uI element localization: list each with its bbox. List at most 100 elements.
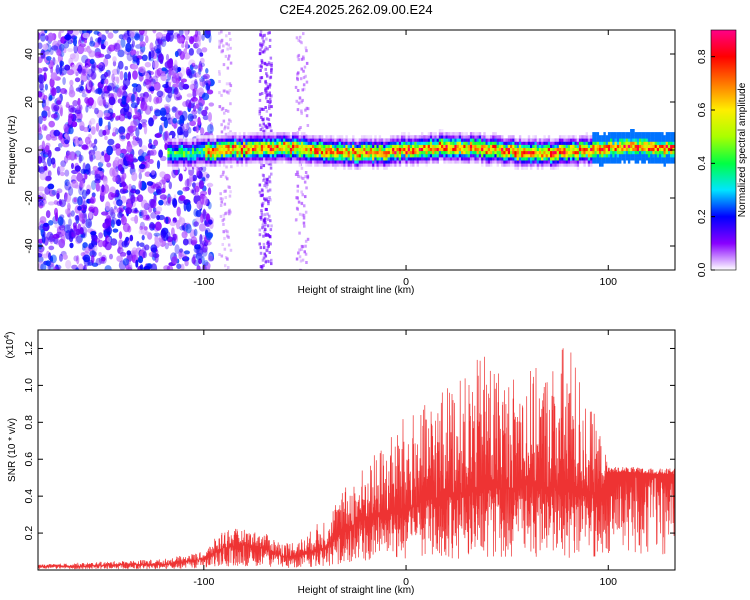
signal-cell — [601, 147, 604, 152]
noise-cell — [192, 105, 197, 112]
signal-cell — [492, 150, 495, 155]
signal-cell — [432, 157, 435, 161]
signal-cell — [365, 135, 368, 139]
signal-cell — [578, 135, 582, 139]
signal-cell — [416, 147, 419, 152]
signal-cell — [200, 147, 204, 152]
signal-cell — [392, 163, 395, 167]
signal-cell — [630, 135, 633, 139]
streak-cell — [224, 189, 227, 193]
signal-cell — [298, 154, 302, 158]
signal-cell — [478, 157, 482, 161]
noise-cell — [183, 48, 187, 54]
signal-cell — [423, 147, 426, 152]
signal-cell — [256, 135, 259, 139]
noise-cell — [177, 66, 182, 72]
signal-cell — [636, 157, 640, 161]
signal-cell — [561, 135, 564, 139]
noise-cell — [160, 36, 168, 42]
streak-cell — [300, 190, 303, 194]
signal-cell — [501, 154, 504, 158]
signal-cell — [627, 132, 631, 136]
signal-cell — [427, 157, 431, 161]
streak-cell — [269, 198, 272, 202]
signal-cell — [285, 147, 288, 152]
signal-cell — [650, 144, 653, 148]
signal-cell — [336, 150, 339, 155]
signal-cell — [441, 157, 444, 161]
noise-cell — [188, 48, 194, 56]
signal-cell — [347, 144, 350, 148]
signal-cell — [425, 144, 428, 148]
streak-cell — [297, 38, 300, 42]
signal-cell — [563, 160, 566, 164]
signal-cell — [387, 147, 390, 152]
signal-cell — [483, 135, 486, 139]
signal-cell — [356, 160, 359, 164]
noise-cell — [134, 33, 140, 41]
signal-cell — [274, 157, 277, 161]
noise-cell — [141, 70, 149, 76]
signal-cell — [285, 141, 288, 145]
noise-cell — [101, 91, 105, 100]
signal-cell — [185, 144, 188, 148]
streak-cell — [219, 192, 222, 196]
signal-cell — [458, 135, 462, 139]
signal-cell — [243, 147, 246, 152]
signal-cell — [249, 160, 253, 164]
signal-cell — [316, 157, 319, 161]
signal-cell — [545, 138, 548, 142]
signal-cell — [427, 147, 431, 152]
streak-cell — [258, 52, 262, 56]
signal-cell — [345, 141, 348, 145]
signal-cell — [610, 147, 613, 152]
signal-cell — [229, 154, 233, 158]
signal-cell — [352, 160, 355, 164]
signal-cell — [231, 138, 235, 142]
signal-cell — [352, 163, 355, 167]
signal-cell — [205, 138, 208, 142]
signal-cell — [247, 135, 250, 139]
noise-cell — [115, 143, 121, 149]
signal-cell — [238, 154, 241, 158]
signal-cell — [392, 150, 395, 155]
signal-cell — [256, 132, 259, 136]
signal-cell — [610, 154, 613, 158]
signal-cell — [245, 147, 248, 152]
signal-cell — [258, 132, 261, 136]
signal-cell — [334, 144, 337, 148]
streak-cell — [261, 50, 265, 54]
signal-cell — [300, 154, 304, 158]
signal-cell — [329, 150, 333, 155]
signal-cell — [385, 157, 388, 161]
noise-cell — [43, 95, 48, 100]
signal-cell — [278, 132, 281, 136]
streak-cell — [267, 240, 270, 244]
noise-cell — [159, 179, 167, 185]
signal-cell — [323, 144, 326, 148]
signal-cell — [665, 160, 669, 164]
signal-cell — [289, 160, 293, 164]
streak-cell — [302, 57, 305, 61]
streak-cell — [228, 82, 232, 86]
signal-cell — [387, 157, 390, 161]
streak-cell — [263, 252, 266, 256]
signal-cell — [203, 154, 206, 158]
signal-cell — [456, 157, 459, 161]
streak-cell — [266, 212, 269, 216]
signal-cell — [167, 144, 170, 148]
signal-cell — [492, 147, 495, 152]
signal-cell — [652, 135, 655, 139]
signal-cell — [605, 150, 608, 155]
signal-cell — [434, 138, 437, 142]
noise-cell — [119, 153, 125, 158]
signal-cell — [614, 144, 617, 148]
signal-cell — [231, 135, 235, 139]
signal-cell — [307, 147, 310, 152]
signal-cell — [303, 157, 306, 161]
signal-cell — [218, 160, 221, 164]
streak-cell — [267, 162, 271, 166]
noise-cell — [174, 78, 180, 84]
noise-cell — [188, 127, 192, 134]
signal-cell — [605, 154, 608, 158]
